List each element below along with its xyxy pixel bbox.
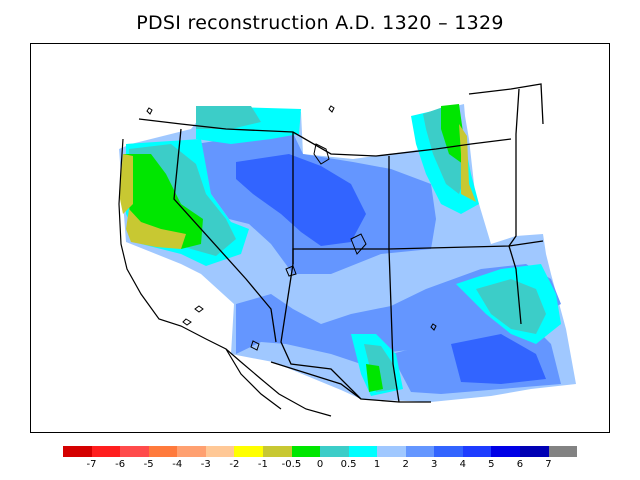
legend-swatch-4 bbox=[177, 446, 206, 457]
pdsi-map bbox=[118, 83, 576, 417]
island-5 bbox=[182, 318, 192, 326]
zone-teal-east bbox=[476, 279, 546, 334]
legend-swatch-10 bbox=[348, 446, 378, 457]
legend-swatch-9 bbox=[320, 446, 349, 457]
boundary-colorado-newmexico bbox=[388, 156, 400, 403]
boundary-mexico bbox=[270, 361, 431, 403]
coastline-pacific bbox=[118, 138, 332, 417]
zone-dry-northwest bbox=[119, 154, 133, 214]
legend-swatch-7 bbox=[262, 446, 292, 457]
boundary-northeast bbox=[468, 83, 544, 125]
salton-sea bbox=[250, 340, 260, 351]
legend-tick-label: -1 bbox=[257, 459, 268, 470]
legend-swatch-16 bbox=[520, 446, 549, 457]
legend-ticks: -7 -6 -5 -4 -3 -2 -1 -0.5 0 0.5 1 2 3 4 5 6 7 bbox=[63, 459, 577, 473]
legend-swatch-11 bbox=[377, 446, 406, 457]
legend-tick-label: 3 bbox=[431, 459, 438, 470]
zone-green-ne bbox=[441, 104, 464, 164]
legend-tick-label: -5 bbox=[143, 459, 154, 470]
zone-wetter-core bbox=[236, 154, 366, 246]
legend-swatch-2 bbox=[120, 446, 149, 457]
zone-teal-south bbox=[364, 344, 396, 392]
legend-tick-label: 6 bbox=[516, 459, 524, 470]
state-boundaries bbox=[138, 83, 544, 403]
zone-green-south bbox=[366, 364, 383, 392]
zone-wetter-southeast bbox=[451, 334, 546, 384]
legend-tick-label: 2 bbox=[402, 459, 409, 470]
island-3 bbox=[430, 323, 437, 331]
island-1 bbox=[146, 107, 153, 115]
legend-tick-label: -7 bbox=[86, 459, 97, 470]
legend-swatch-1 bbox=[91, 446, 121, 457]
legend-tick-label: -3 bbox=[200, 459, 211, 470]
boundary-california-nevada bbox=[173, 128, 277, 343]
legend-tick-label: -0.5 bbox=[281, 459, 302, 470]
island-2 bbox=[328, 105, 335, 113]
legend-swatch-17 bbox=[548, 446, 578, 457]
coastline bbox=[118, 138, 332, 417]
legend-swatch-15 bbox=[491, 446, 520, 457]
zone-dry-ne bbox=[459, 124, 476, 202]
legend-swatch-5 bbox=[205, 446, 235, 457]
boundary-east-2 bbox=[508, 245, 522, 325]
legend-swatch-0 bbox=[63, 446, 92, 457]
legend-swatch-6 bbox=[234, 446, 263, 457]
legend-tick-label: 4 bbox=[459, 459, 466, 470]
legend-tick-label: -2 bbox=[229, 459, 240, 470]
coastline-baja bbox=[225, 348, 282, 410]
legend-tick-label: 7 bbox=[545, 459, 552, 470]
legend-swatch-13 bbox=[434, 446, 463, 457]
legend-tick-label: 0 bbox=[316, 459, 324, 470]
boundary-northern bbox=[138, 118, 512, 157]
legend-tick-label: -4 bbox=[172, 459, 183, 470]
legend-tick-label: 0.5 bbox=[340, 459, 357, 470]
boundary-east bbox=[508, 88, 520, 247]
legend-swatch-3 bbox=[148, 446, 178, 457]
map-title: PDSI reconstruction A.D. 1320 – 1329 bbox=[136, 12, 504, 34]
great-salt-lake bbox=[313, 143, 330, 165]
island-4 bbox=[194, 305, 204, 313]
water-bodies bbox=[146, 105, 437, 351]
lake-powell bbox=[350, 233, 367, 255]
legend-tick-label: 1 bbox=[373, 459, 381, 470]
map-panel bbox=[30, 43, 610, 433]
legend-swatch-8 bbox=[291, 446, 321, 457]
lake-mead bbox=[285, 265, 297, 277]
legend-swatch-12 bbox=[405, 446, 435, 457]
zone-dry-west bbox=[126, 209, 186, 249]
zone-teal-top bbox=[196, 106, 261, 129]
legend-tick-label: -6 bbox=[115, 459, 126, 470]
boundary-four-corners-south bbox=[280, 263, 362, 400]
legend-swatch-14 bbox=[462, 446, 492, 457]
legend-colorbar bbox=[63, 446, 578, 457]
legend-tick-label: 5 bbox=[488, 459, 495, 470]
